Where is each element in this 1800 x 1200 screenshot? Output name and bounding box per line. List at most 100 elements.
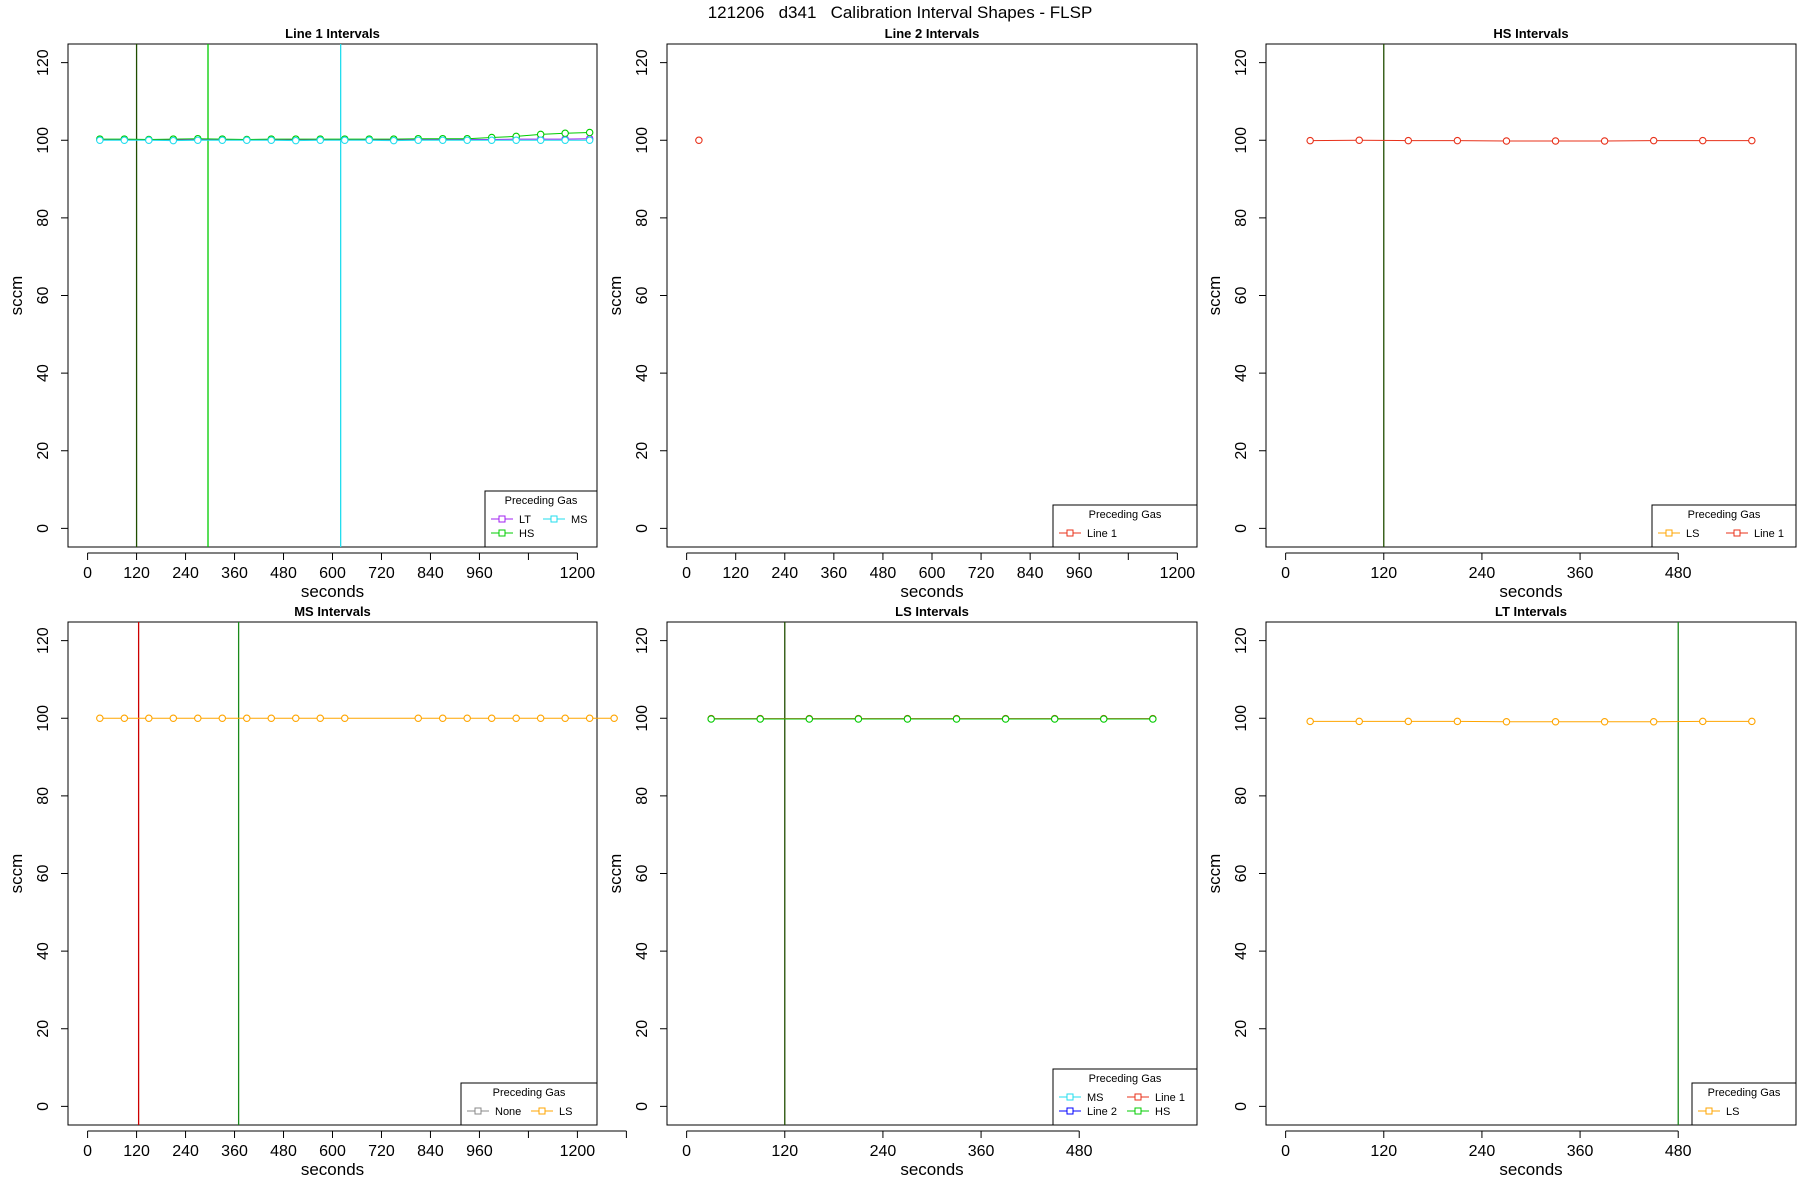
y-tick-label: 0 [634, 524, 651, 533]
data-point [1699, 717, 1707, 726]
x-tick-label: 120 [722, 565, 749, 582]
x-tick-label: 720 [368, 565, 395, 582]
y-axis-label: sccm [1205, 276, 1224, 316]
data-point [1699, 136, 1707, 145]
data-point [1306, 717, 1314, 726]
data-point [1600, 137, 1609, 145]
x-tick-label: 1200 [1160, 565, 1196, 582]
data-point [1502, 717, 1511, 726]
legend-title: Preceding Gas [493, 1087, 566, 1099]
legend-marker [1066, 529, 1074, 537]
x-tick-label: 0 [83, 565, 92, 582]
y-tick-label: 40 [35, 942, 52, 960]
panel-title: Line 1 Intervals [285, 26, 380, 41]
data-point [536, 714, 545, 723]
data-point [1649, 136, 1658, 145]
x-tick-label: 360 [221, 565, 248, 582]
data-point [463, 136, 471, 145]
panel-3: HS Intervals 0 20 40 60 80 100 120 sccm 0 120 240 36… [1205, 26, 1797, 601]
data-point [218, 136, 227, 145]
data-point [1355, 136, 1363, 145]
panel-title: Line 2 Intervals [885, 26, 980, 41]
data-point [120, 714, 129, 723]
data-point [561, 136, 569, 145]
x-tick-label: 840 [417, 565, 444, 582]
x-tick-label: 360 [968, 1143, 995, 1160]
data-point [1306, 136, 1314, 145]
y-tick-label: 20 [634, 442, 651, 460]
y-axis-label: sccm [7, 854, 26, 894]
data-point [169, 136, 178, 145]
x-tick-label: 600 [319, 565, 346, 582]
data-point [561, 129, 569, 138]
x-axis-label: seconds [301, 582, 364, 601]
data-point [1050, 715, 1059, 723]
data-point [1404, 717, 1413, 726]
data-point [145, 136, 153, 145]
panel-title: MS Intervals [294, 604, 371, 619]
data-point [218, 714, 227, 723]
data-point [194, 714, 202, 723]
data-point [1748, 136, 1756, 145]
y-tick-label: 40 [634, 364, 651, 382]
data-point [340, 136, 349, 145]
x-tick-label: 840 [417, 1143, 444, 1160]
data-point [585, 136, 594, 145]
panel-4: MS Intervals 0 20 40 60 80 100 120 sccm 0 120 240 36… [7, 604, 627, 1179]
data-point [512, 136, 520, 145]
data-point [316, 136, 325, 145]
data-point [414, 136, 422, 145]
data-point [243, 714, 251, 723]
legend-marker [1134, 1107, 1142, 1115]
data-point [340, 714, 349, 723]
y-tick-label: 40 [1233, 364, 1250, 382]
data-point [585, 128, 594, 137]
x-tick-label: 240 [172, 565, 199, 582]
panel-title: LT Intervals [1495, 604, 1567, 619]
data-point [194, 136, 202, 145]
y-tick-label: 40 [1233, 942, 1250, 960]
x-tick-label: 0 [83, 1143, 92, 1160]
data-point [903, 715, 912, 723]
x-tick-label: 120 [1370, 1143, 1397, 1160]
legend-marker [1733, 529, 1741, 537]
panel-1: Line 1 Intervals 0 20 40 60 80 100 120 sccm 0 120 2… [7, 26, 598, 601]
panel-title: HS Intervals [1493, 26, 1568, 41]
data-point [243, 136, 251, 145]
y-tick-label: 100 [35, 705, 52, 732]
data-point [438, 136, 447, 145]
legend-title: Preceding Gas [505, 495, 578, 507]
x-tick-label: 960 [466, 565, 493, 582]
legend-title: Preceding Gas [1089, 1073, 1162, 1085]
y-axis-label: sccm [606, 854, 625, 894]
x-tick-label: 720 [368, 1143, 395, 1160]
legend-marker [1705, 1107, 1713, 1115]
legend-label: LS [1686, 528, 1699, 540]
x-axis-label: seconds [1499, 582, 1562, 601]
x-axis-label: seconds [900, 582, 963, 601]
panel-title: LS Intervals [895, 604, 969, 619]
legend-label: MS [571, 514, 588, 526]
legend-marker [498, 529, 506, 537]
data-point [463, 714, 471, 723]
legend-marker [474, 1107, 482, 1115]
y-tick-label: 120 [35, 49, 52, 76]
legend-label: None [495, 1106, 521, 1118]
data-point [756, 715, 764, 723]
x-tick-label: 960 [466, 1143, 493, 1160]
y-tick-label: 20 [35, 442, 52, 460]
data-point [1649, 717, 1658, 726]
y-tick-label: 0 [634, 1102, 651, 1111]
data-point [610, 714, 618, 723]
data-point [952, 715, 961, 723]
legend-label: Line 1 [1754, 528, 1784, 540]
y-tick-label: 80 [35, 209, 52, 227]
legend: Preceding Gas Line 1 [1052, 504, 1198, 548]
data-point [1551, 137, 1560, 145]
x-tick-label: 480 [270, 1143, 297, 1160]
legend-marker [498, 515, 506, 523]
legend-marker [538, 1107, 546, 1115]
data-point [487, 136, 496, 145]
x-tick-label: 720 [968, 565, 995, 582]
y-tick-label: 120 [1233, 627, 1250, 654]
